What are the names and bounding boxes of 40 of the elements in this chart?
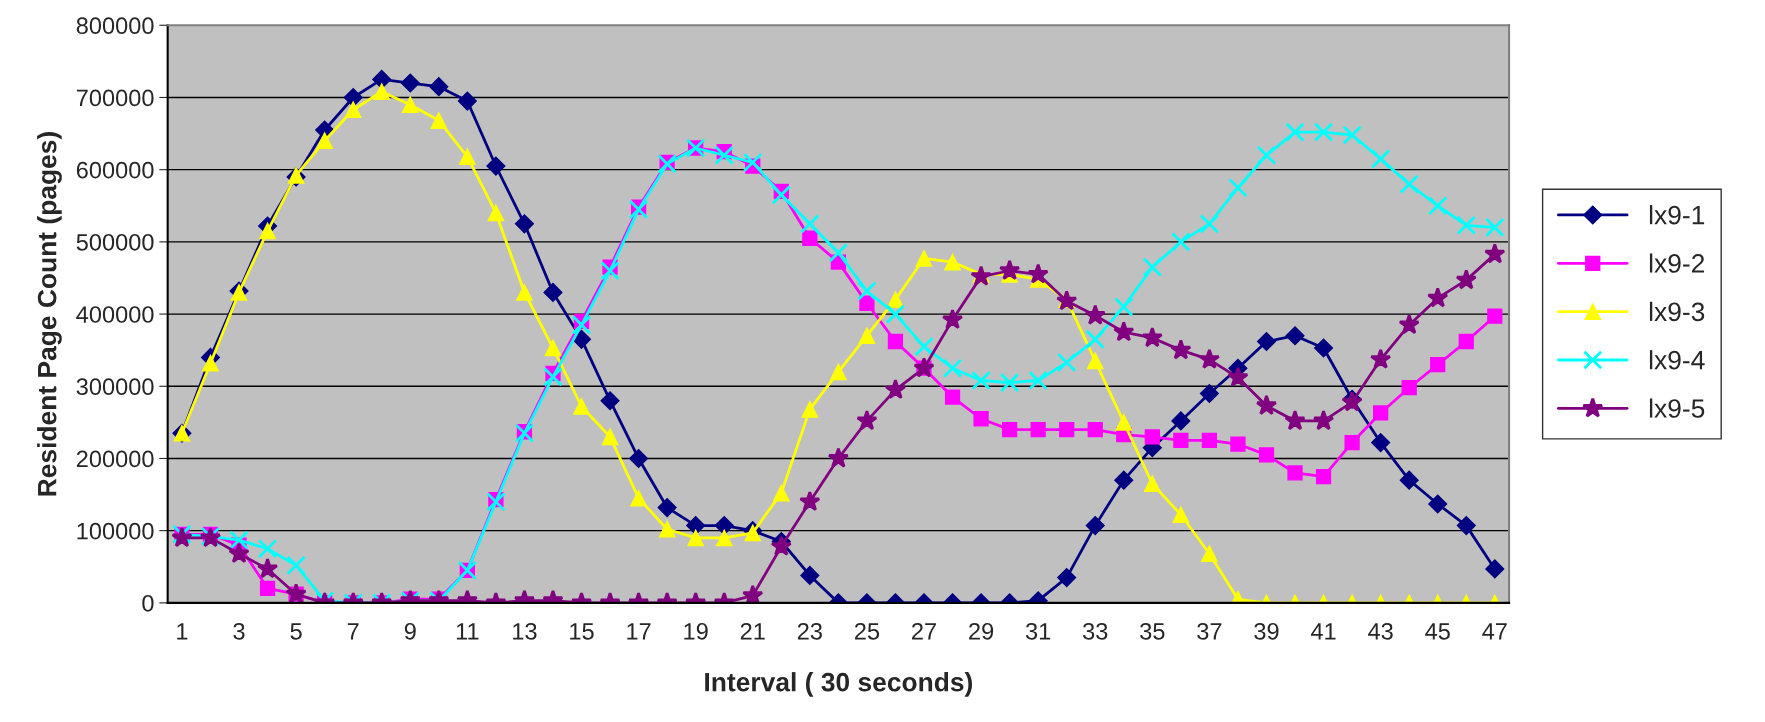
- x-tick-label: 41: [1310, 623, 1336, 640]
- legend-label: lx9-1: [1649, 205, 1705, 225]
- legend-label: lx9-2: [1649, 253, 1705, 273]
- x-tick-label: 47: [1482, 623, 1507, 640]
- x-axis-title: Interval ( 30 seconds): [705, 672, 972, 697]
- y-tick-label: 500000: [76, 233, 154, 251]
- x-tick-label: 3: [233, 622, 245, 640]
- y-tick-label: 100000: [77, 522, 154, 540]
- y-tick-label: 800000: [76, 17, 154, 35]
- legend-label: lx9-5: [1649, 398, 1705, 418]
- x-tick-label: 21: [740, 622, 765, 640]
- x-tick-label: 17: [627, 623, 651, 640]
- x-tick-label: 29: [969, 622, 994, 640]
- x-tick-label: 35: [1140, 622, 1165, 640]
- x-tick-label: 1: [177, 623, 188, 640]
- x-tick-label: 23: [797, 622, 822, 640]
- x-tick-label: 19: [684, 622, 708, 640]
- y-tick-label: 400000: [76, 306, 154, 323]
- y-tick-label: 0: [142, 594, 154, 612]
- x-tick-label: 39: [1254, 622, 1279, 640]
- x-tick-label: 13: [513, 622, 537, 640]
- y-tick-label: 700000: [76, 89, 154, 107]
- y-tick-label: 600000: [76, 161, 154, 179]
- x-tick-label: 37: [1197, 622, 1222, 640]
- legend-label: lx9-4: [1649, 350, 1705, 370]
- x-tick-label: 5: [290, 623, 302, 640]
- x-tick-label: 45: [1425, 623, 1450, 640]
- x-tick-label: 11: [456, 623, 479, 640]
- x-tick-label: 31: [1025, 622, 1051, 640]
- y-tick-label: 200000: [76, 450, 154, 468]
- x-tick-label: 15: [570, 623, 594, 640]
- x-tick-label: 7: [347, 623, 359, 640]
- y-axis-title: Resident Page Count (pages): [37, 132, 62, 496]
- x-tick-label: 9: [404, 622, 416, 640]
- x-tick-label: 25: [854, 622, 880, 640]
- x-tick-label: 33: [1083, 622, 1108, 640]
- y-tick-label: 300000: [76, 378, 154, 396]
- x-tick-label: 27: [912, 622, 936, 640]
- legend-label: lx9-3: [1649, 301, 1705, 322]
- x-tick-label: 43: [1368, 622, 1393, 640]
